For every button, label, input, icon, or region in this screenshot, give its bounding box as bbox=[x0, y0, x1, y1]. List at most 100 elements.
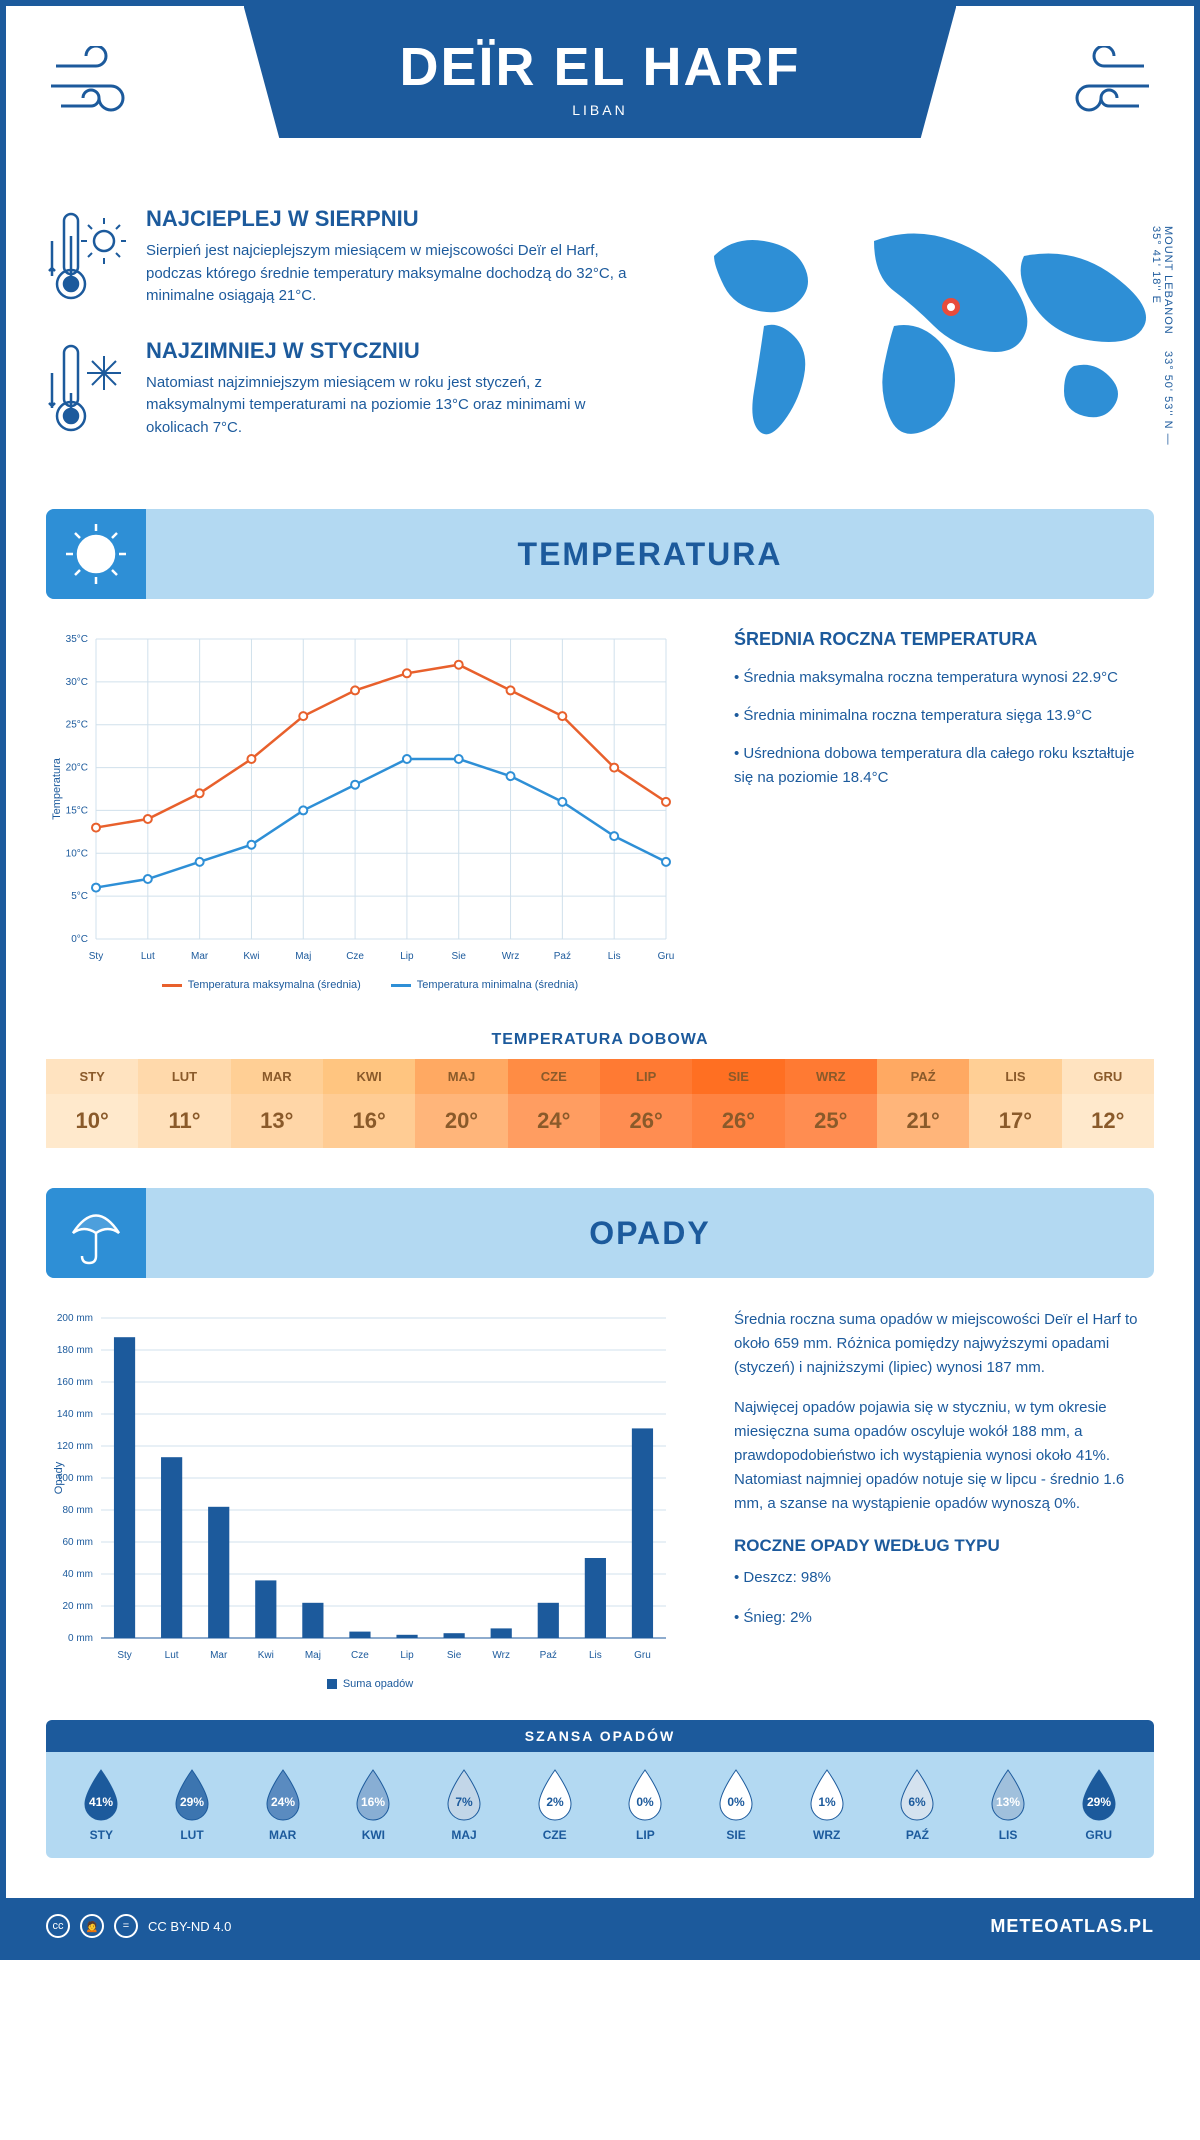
license-text: CC BY-ND 4.0 bbox=[148, 1919, 231, 1934]
svg-text:Temperatura: Temperatura bbox=[51, 757, 63, 820]
country-subtitle: LIBAN bbox=[244, 102, 957, 118]
svg-text:35°C: 35°C bbox=[66, 634, 88, 645]
svg-text:120 mm: 120 mm bbox=[57, 1441, 93, 1452]
svg-text:Paź: Paź bbox=[554, 951, 571, 962]
daily-temp-cell: PAŹ21° bbox=[877, 1059, 969, 1148]
chance-drop-cell: 16%KWI bbox=[328, 1768, 419, 1842]
daily-temp-cell: WRZ25° bbox=[785, 1059, 877, 1148]
svg-text:Gru: Gru bbox=[658, 951, 675, 962]
svg-text:5°C: 5°C bbox=[71, 891, 88, 902]
temperature-legend: Temperatura maksymalna (średnia) Tempera… bbox=[46, 979, 694, 991]
svg-text:2%: 2% bbox=[546, 1795, 564, 1809]
daily-temp-cell: STY10° bbox=[46, 1059, 138, 1148]
chance-drop-cell: 13%LIS bbox=[963, 1768, 1054, 1842]
legend-precip-label: Suma opadów bbox=[343, 1678, 413, 1690]
umbrella-icon bbox=[46, 1188, 146, 1278]
daily-temp-cell: GRU12° bbox=[1062, 1059, 1154, 1148]
svg-text:Kwi: Kwi bbox=[243, 951, 259, 962]
svg-text:20 mm: 20 mm bbox=[62, 1601, 93, 1612]
svg-text:Cze: Cze bbox=[346, 951, 364, 962]
daily-temp-table: STY10°LUT11°MAR13°KWI16°MAJ20°CZE24°LIP2… bbox=[46, 1059, 1154, 1148]
daily-temp-cell: MAJ20° bbox=[415, 1059, 507, 1148]
location-title: DEÏR EL HARF bbox=[244, 36, 957, 98]
svg-text:160 mm: 160 mm bbox=[57, 1377, 93, 1388]
location-marker-icon bbox=[942, 298, 960, 316]
thermometer-cold-icon bbox=[46, 338, 126, 438]
svg-text:10°C: 10°C bbox=[66, 848, 88, 859]
svg-text:Lip: Lip bbox=[400, 951, 414, 962]
sun-icon bbox=[46, 509, 146, 599]
precipitation-summary: Średnia roczna suma opadów w miejscowośc… bbox=[734, 1308, 1154, 1690]
annual-temp-bullet-3: • Uśredniona dobowa temperatura dla całe… bbox=[734, 742, 1154, 790]
title-banner: DEÏR EL HARF LIBAN bbox=[244, 6, 957, 138]
chance-drop-cell: 0%SIE bbox=[691, 1768, 782, 1842]
temperature-summary: ŚREDNIA ROCZNA TEMPERATURA • Średnia mak… bbox=[734, 629, 1154, 991]
chance-drop-cell: 29%LUT bbox=[147, 1768, 238, 1842]
coordinates-label: MOUNT LEBANON 33° 50' 53'' N — 35° 41' 1… bbox=[1150, 226, 1174, 469]
annual-temp-title: ŚREDNIA ROCZNA TEMPERATURA bbox=[734, 629, 1154, 650]
world-map: MOUNT LEBANON 33° 50' 53'' N — 35° 41' 1… bbox=[674, 206, 1154, 469]
temperature-heading: TEMPERATURA bbox=[146, 536, 1154, 573]
svg-text:Wrz: Wrz bbox=[492, 1650, 510, 1661]
svg-text:180 mm: 180 mm bbox=[57, 1345, 93, 1356]
precip-paragraph-1: Średnia roczna suma opadów w miejscowośc… bbox=[734, 1308, 1154, 1380]
intro-row: NAJCIEPLEJ W SIERPNIU Sierpień jest najc… bbox=[6, 186, 1194, 509]
coldest-description: Natomiast najzimniejszym miesiącem w rok… bbox=[146, 372, 634, 440]
precip-type-rain: • Deszcz: 98% bbox=[734, 1566, 1154, 1590]
coldest-block: NAJZIMNIEJ W STYCZNIU Natomiast najzimni… bbox=[46, 338, 634, 440]
svg-text:1%: 1% bbox=[818, 1795, 836, 1809]
chance-drop-cell: 41%STY bbox=[56, 1768, 147, 1842]
chance-drop-cell: 1%WRZ bbox=[781, 1768, 872, 1842]
temperature-line-chart: 0°C5°C10°C15°C20°C25°C30°C35°CStyLutMarK… bbox=[46, 629, 694, 991]
temperature-section-banner: TEMPERATURA bbox=[46, 509, 1154, 599]
daily-temp-cell: LUT11° bbox=[138, 1059, 230, 1148]
precip-paragraph-2: Najwięcej opadów pojawia się w styczniu,… bbox=[734, 1396, 1154, 1516]
svg-text:Mar: Mar bbox=[191, 951, 209, 962]
svg-text:0%: 0% bbox=[637, 1795, 655, 1809]
svg-text:Lis: Lis bbox=[608, 951, 621, 962]
hottest-block: NAJCIEPLEJ W SIERPNIU Sierpień jest najc… bbox=[46, 206, 634, 308]
svg-text:29%: 29% bbox=[1087, 1795, 1111, 1809]
daily-temp-cell: SIE26° bbox=[692, 1059, 784, 1148]
svg-text:Cze: Cze bbox=[351, 1650, 369, 1661]
svg-text:Maj: Maj bbox=[295, 951, 311, 962]
hottest-description: Sierpień jest najcieplejszym miesiącem w… bbox=[146, 240, 634, 308]
svg-text:Sie: Sie bbox=[447, 1650, 462, 1661]
svg-text:Paź: Paź bbox=[540, 1650, 557, 1661]
chance-drops-row: 41%STY29%LUT24%MAR16%KWI7%MAJ2%CZE0%LIP0… bbox=[46, 1752, 1154, 1858]
svg-text:0 mm: 0 mm bbox=[68, 1633, 93, 1644]
daily-temp-title: TEMPERATURA DOBOWA bbox=[6, 1031, 1194, 1049]
svg-text:16%: 16% bbox=[361, 1795, 385, 1809]
coldest-title: NAJZIMNIEJ W STYCZNIU bbox=[146, 338, 634, 364]
nd-icon: = bbox=[114, 1914, 138, 1938]
legend-min-label: Temperatura minimalna (średnia) bbox=[417, 979, 578, 991]
precip-type-title: ROCZNE OPADY WEDŁUG TYPU bbox=[734, 1536, 1154, 1556]
svg-text:0°C: 0°C bbox=[71, 934, 88, 945]
svg-text:Opady: Opady bbox=[53, 1461, 65, 1494]
svg-text:Lut: Lut bbox=[141, 951, 155, 962]
thermometer-hot-icon bbox=[46, 206, 126, 306]
precipitation-section-banner: OPADY bbox=[46, 1188, 1154, 1278]
intro-text-column: NAJCIEPLEJ W SIERPNIU Sierpień jest najc… bbox=[46, 206, 634, 469]
svg-text:15°C: 15°C bbox=[66, 805, 88, 816]
svg-text:80 mm: 80 mm bbox=[62, 1505, 93, 1516]
svg-text:Wrz: Wrz bbox=[502, 951, 520, 962]
wind-icon-right bbox=[1054, 46, 1154, 126]
chance-drop-cell: 6%PAŹ bbox=[872, 1768, 963, 1842]
daily-temp-cell: KWI16° bbox=[323, 1059, 415, 1148]
daily-temp-cell: LIS17° bbox=[969, 1059, 1061, 1148]
site-name: METEOATLAS.PL bbox=[990, 1916, 1154, 1937]
svg-text:29%: 29% bbox=[180, 1795, 204, 1809]
annual-temp-bullet-2: • Średnia minimalna roczna temperatura s… bbox=[734, 704, 1154, 728]
chance-drop-cell: 29%GRU bbox=[1053, 1768, 1144, 1842]
svg-text:Sie: Sie bbox=[452, 951, 467, 962]
svg-text:Lut: Lut bbox=[165, 1650, 179, 1661]
hottest-title: NAJCIEPLEJ W SIERPNIU bbox=[146, 206, 634, 232]
cc-icon: cc bbox=[46, 1914, 70, 1938]
svg-text:0%: 0% bbox=[727, 1795, 745, 1809]
temperature-section: 0°C5°C10°C15°C20°C25°C30°C35°CStyLutMarK… bbox=[6, 599, 1194, 1021]
svg-text:Maj: Maj bbox=[305, 1650, 321, 1661]
license-block: cc 🙍 = CC BY-ND 4.0 bbox=[46, 1914, 231, 1938]
svg-text:Lip: Lip bbox=[400, 1650, 414, 1661]
svg-text:13%: 13% bbox=[996, 1795, 1020, 1809]
